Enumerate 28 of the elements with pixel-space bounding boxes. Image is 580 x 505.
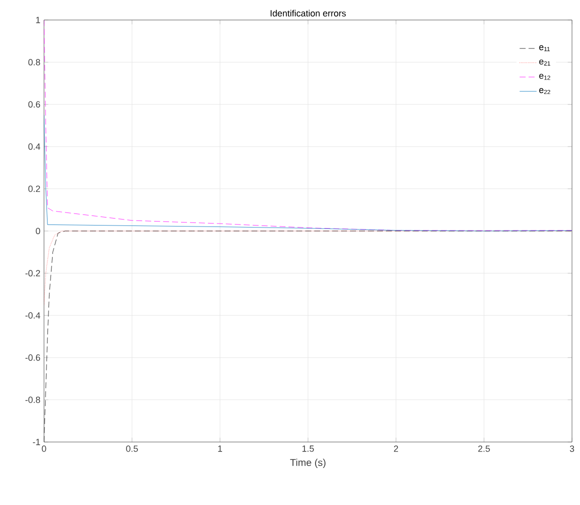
y-tick-label: -1 <box>32 438 40 446</box>
y-tick-label: -0.4 <box>25 312 40 319</box>
y-tick-label: -0.6 <box>25 354 40 361</box>
x-tick-label: 1.5 <box>302 446 314 452</box>
y-tick-label: 0.8 <box>28 59 40 66</box>
line-series <box>44 114 572 232</box>
x-tick-label: 2 <box>394 446 398 452</box>
x-tick-label: 3 <box>570 446 574 452</box>
chart-title: Identification errors <box>270 10 346 16</box>
y-tick-label: -0.8 <box>25 396 40 403</box>
y-tick-label: 1 <box>36 16 40 24</box>
legend-label: e$_{11}$ <box>539 45 550 52</box>
line-series <box>44 230 572 306</box>
legend-label: e$_{12}$ <box>539 74 550 80</box>
y-tick-label: 0 <box>36 228 40 234</box>
y-tick-label: -0.2 <box>25 270 40 276</box>
line-series <box>44 20 572 231</box>
y-tick-label: 0.2 <box>28 186 40 192</box>
y-tick-label: 0.4 <box>28 143 40 150</box>
legend-label: e$_{21}$ <box>539 60 550 66</box>
x-tick-label: 2.5 <box>478 446 490 452</box>
line-series <box>44 230 572 442</box>
x-tick-label: 1 <box>218 446 222 452</box>
y-tick-label: 0.6 <box>28 101 40 108</box>
x-axis-title: Time (s) <box>290 458 326 468</box>
x-tick-label: 0 <box>42 446 46 452</box>
x-tick-label: 0.5 <box>126 446 138 452</box>
legend-label: e$_{22}$ <box>539 88 550 94</box>
